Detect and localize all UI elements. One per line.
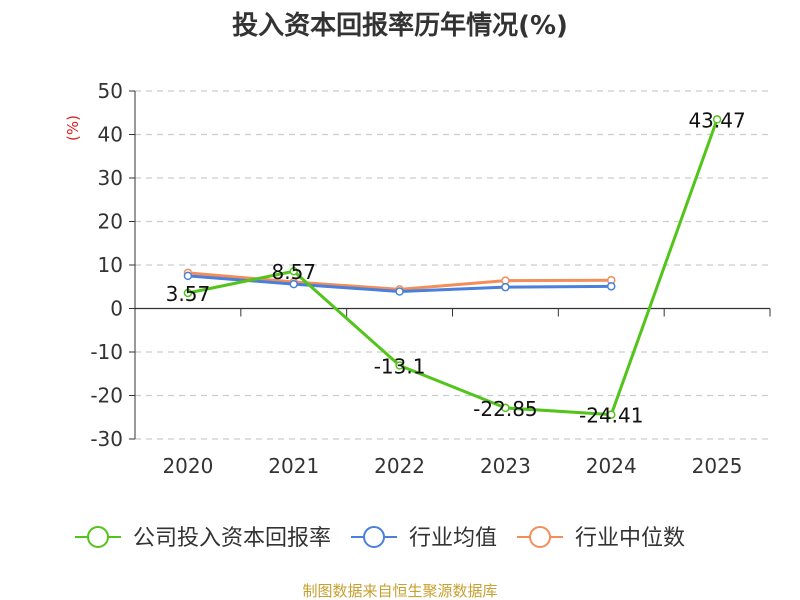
data-point [607, 282, 616, 291]
data-point [501, 403, 510, 413]
legend-item[interactable]: 行业中位数 [517, 526, 685, 551]
y-tick-label: -20 [90, 384, 123, 408]
y-tick-label: 10 [98, 253, 123, 277]
x-tick-label: 2023 [480, 454, 531, 478]
data-label: 43.47 [688, 108, 745, 132]
y-tick-label: 0 [110, 297, 123, 321]
legend-marker [363, 526, 386, 548]
data-point [183, 288, 193, 298]
legend-label: 公司投入资本回报率 [133, 526, 331, 551]
data-point [501, 282, 510, 292]
x-tick-label: 2021 [268, 454, 319, 478]
data-label: -13.1 [374, 354, 426, 378]
data-label: -24.41 [579, 404, 643, 428]
data-label: 8.57 [271, 260, 316, 284]
data-point [289, 279, 298, 289]
legend-label: 行业中位数 [575, 526, 685, 551]
x-tick-label: 2024 [586, 454, 637, 478]
y-tick-label: 40 [98, 123, 123, 147]
data-point [395, 361, 404, 370]
x-tick-label: 2020 [162, 454, 213, 478]
data-point [712, 115, 722, 124]
y-tick-label: 20 [98, 210, 123, 234]
data-point [183, 271, 193, 281]
x-tick-label: 2025 [692, 454, 743, 478]
axes: -30 -20 -10 0 10 20 30 40 50 2020 2021 2022 2023 2024… [90, 79, 771, 478]
legend: 公司投入资本回报率 行业均值 行业中位数 [75, 526, 685, 551]
legend-label: 行业均值 [409, 526, 497, 551]
data-point [607, 410, 616, 419]
series-layer [183, 115, 722, 419]
data-point [395, 287, 404, 296]
legend-marker [87, 526, 109, 548]
y-tick-label: 30 [98, 166, 123, 190]
legend-item[interactable]: 公司投入资本回报率 [75, 526, 331, 551]
source-note: 制图数据来自恒生聚源数据库 [302, 582, 497, 600]
x-tick-label: 2022 [374, 454, 425, 478]
y-tick-label: -30 [90, 427, 123, 451]
series-line [187, 118, 719, 417]
legend-item[interactable]: 行业均值 [351, 526, 497, 551]
y-axis-label: (%) [64, 115, 82, 141]
y-tick-label: 50 [98, 79, 123, 103]
y-tick-label: -10 [90, 340, 123, 364]
chart-title: 投入资本回报率历年情况(%) [232, 10, 568, 41]
data-point [289, 266, 298, 276]
data-label: 3.57 [166, 282, 211, 306]
data-label: -22.85 [473, 397, 537, 421]
legend-marker [529, 526, 552, 548]
data-labels: 3.57 8.57 -13.1 -22.85 -24.41 43.47 [166, 108, 746, 427]
